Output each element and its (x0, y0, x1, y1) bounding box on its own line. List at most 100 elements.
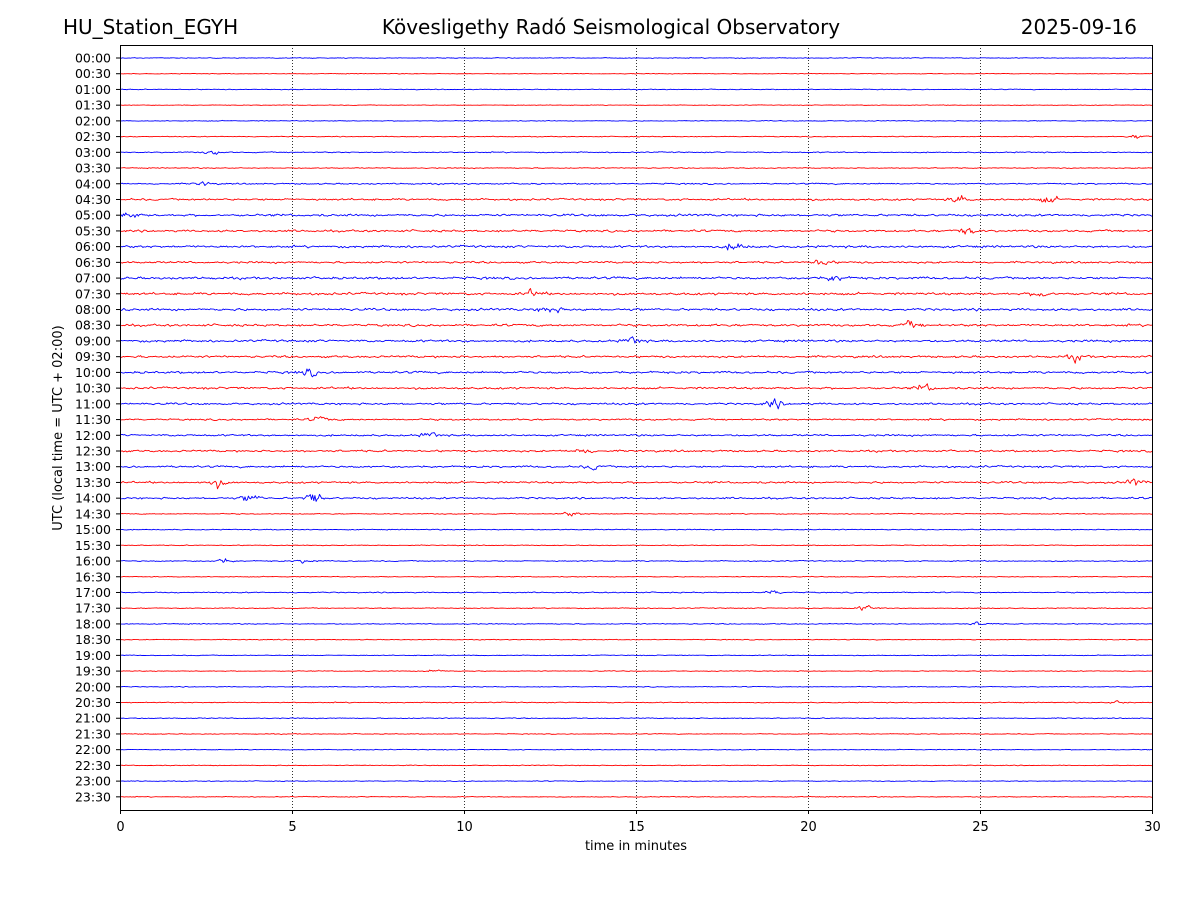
trace-2130 (119, 733, 1153, 735)
y-tick-label: 07:00 (75, 271, 111, 286)
plot-frame (120, 45, 1153, 811)
trace-1300 (119, 465, 1153, 471)
trace-0400 (119, 181, 1153, 186)
y-tick-label: 04:00 (75, 176, 111, 191)
y-tick-label: 06:30 (75, 255, 111, 270)
y-tick-label: 05:00 (75, 208, 111, 223)
trace-0800 (119, 307, 1153, 314)
y-tick-label: 20:30 (75, 695, 111, 710)
trace-2000 (119, 685, 1153, 688)
trace-1900 (119, 654, 1153, 657)
trace-2100 (119, 717, 1153, 720)
trace-0000 (119, 57, 1153, 59)
y-tick-label: 13:30 (75, 475, 111, 490)
y-tick-label: 07:30 (75, 286, 111, 301)
x-tick-label: 10 (456, 820, 473, 835)
trace-0200 (119, 119, 1153, 122)
trace-0130 (119, 104, 1153, 106)
trace-0230 (119, 134, 1153, 139)
y-tick-label: 15:00 (75, 522, 111, 537)
trace-0500 (119, 212, 1153, 218)
y-tick-label: 12:00 (75, 428, 111, 443)
trace-layer (119, 57, 1153, 798)
trace-1030 (119, 383, 1153, 391)
grid-layer (292, 45, 981, 810)
y-tick-label: 22:00 (75, 742, 111, 757)
trace-2300 (119, 780, 1153, 783)
y-tick-label: 04:30 (75, 192, 111, 207)
y-tick-label: 11:00 (75, 396, 111, 411)
y-axis-title: UTC (local time = UTC + 02:00) (51, 325, 66, 530)
trace-1230 (119, 449, 1153, 454)
trace-1400 (119, 493, 1153, 502)
trace-2030 (119, 700, 1153, 704)
trace-0530 (119, 227, 1153, 235)
observatory-title: Kövesligethy Radó Seismological Observat… (381, 15, 841, 39)
y-tick-label: 10:30 (75, 381, 111, 396)
trace-2200 (119, 748, 1153, 751)
date-title: 2025-09-16 (1020, 15, 1137, 39)
trace-0600 (119, 243, 1153, 251)
y-tick-label: 06:00 (75, 239, 111, 254)
y-tick-label: 14:30 (75, 506, 111, 521)
trace-0830 (119, 320, 1153, 328)
y-tick-label: 01:00 (75, 82, 111, 97)
trace-1500 (119, 528, 1153, 531)
y-tick-label: 21:00 (75, 711, 111, 726)
x-axis-title: time in minutes (585, 839, 687, 854)
y-tick-label: 11:30 (75, 412, 111, 427)
trace-0730 (119, 288, 1153, 297)
y-tick-label: 17:30 (75, 601, 111, 616)
trace-1800 (119, 621, 1153, 626)
y-tick-label: 00:30 (75, 66, 111, 81)
trace-2330 (119, 795, 1153, 798)
trace-1530 (119, 544, 1153, 547)
y-tick-label: 10:00 (75, 365, 111, 380)
x-tick-label: 30 (1144, 820, 1161, 835)
x-tick-label: 0 (116, 820, 124, 835)
y-tick-label: 17:00 (75, 585, 111, 600)
trace-1630 (119, 575, 1153, 578)
trace-1200 (119, 432, 1153, 438)
y-tick-label: 01:30 (75, 98, 111, 113)
y-tick-label: 18:00 (75, 616, 111, 631)
x-tick-label: 25 (972, 820, 989, 835)
x-axis: 0 5 10 15 20 25 30 (116, 810, 1161, 835)
y-tick-label: 19:00 (75, 648, 111, 663)
trace-1600 (119, 558, 1153, 564)
trace-0700 (119, 276, 1153, 282)
y-tick-label: 09:30 (75, 349, 111, 364)
y-tick-label: 13:00 (75, 459, 111, 474)
trace-0430 (119, 195, 1153, 203)
y-tick-label: 09:00 (75, 333, 111, 348)
x-tick-label: 5 (288, 820, 296, 835)
trace-1330 (119, 478, 1153, 490)
y-tick-label: 05:30 (75, 223, 111, 238)
x-tick-label: 20 (800, 820, 817, 835)
y-tick-label: 02:00 (75, 113, 111, 128)
trace-1130 (119, 416, 1153, 422)
trace-1700 (119, 590, 1153, 594)
trace-0300 (119, 150, 1153, 155)
y-axis: 00:0000:3001:0001:3002:0002:3003:0003:30… (75, 51, 120, 804)
y-tick-label: 15:30 (75, 538, 111, 553)
trace-0030 (119, 72, 1153, 75)
trace-2230 (119, 764, 1153, 767)
y-tick-label: 14:00 (75, 491, 111, 506)
trace-0630 (119, 259, 1153, 265)
trace-1730 (119, 604, 1153, 611)
y-tick-label: 23:00 (75, 774, 111, 789)
y-tick-label: 20:00 (75, 679, 111, 694)
y-tick-label: 12:30 (75, 444, 111, 459)
trace-0100 (119, 88, 1153, 91)
y-tick-label: 03:30 (75, 161, 111, 176)
y-tick-label: 22:30 (75, 758, 111, 773)
y-tick-label: 21:30 (75, 726, 111, 741)
y-tick-label: 18:30 (75, 632, 111, 647)
y-tick-label: 03:00 (75, 145, 111, 160)
y-tick-label: 16:30 (75, 569, 111, 584)
y-tick-label: 16:00 (75, 554, 111, 569)
y-tick-label: 23:30 (75, 789, 111, 804)
y-tick-label: 08:00 (75, 302, 111, 317)
